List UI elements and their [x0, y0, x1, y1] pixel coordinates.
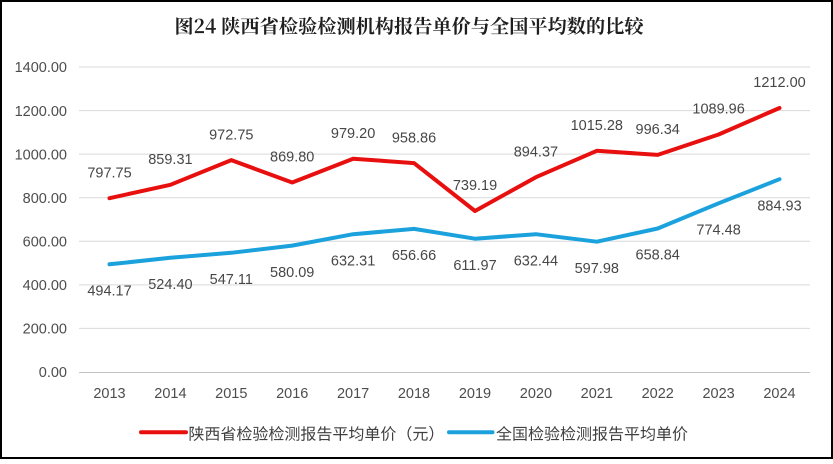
- svg-text:547.11: 547.11: [210, 272, 253, 288]
- svg-text:632.44: 632.44: [514, 253, 558, 269]
- svg-text:739.19: 739.19: [453, 178, 497, 194]
- svg-text:597.98: 597.98: [575, 261, 619, 277]
- svg-text:400.00: 400.00: [23, 278, 67, 294]
- svg-text:611.97: 611.97: [453, 258, 496, 274]
- svg-text:774.48: 774.48: [696, 223, 740, 239]
- svg-text:869.80: 869.80: [270, 150, 314, 166]
- svg-text:2022: 2022: [642, 386, 674, 402]
- svg-text:1089.96: 1089.96: [692, 102, 744, 118]
- svg-text:494.17: 494.17: [87, 284, 131, 300]
- svg-text:2013: 2013: [93, 386, 125, 402]
- svg-text:2015: 2015: [215, 386, 247, 402]
- svg-text:996.34: 996.34: [636, 122, 680, 138]
- svg-text:2024: 2024: [763, 386, 795, 402]
- svg-text:972.75: 972.75: [209, 127, 253, 143]
- svg-text:2018: 2018: [398, 386, 430, 402]
- svg-text:658.84: 658.84: [636, 248, 680, 264]
- svg-text:2014: 2014: [154, 386, 186, 402]
- svg-text:2016: 2016: [276, 386, 308, 402]
- svg-text:800.00: 800.00: [23, 191, 67, 207]
- svg-text:1200.00: 1200.00: [15, 104, 67, 120]
- svg-text:958.86: 958.86: [392, 130, 436, 146]
- svg-text:884.93: 884.93: [757, 198, 801, 214]
- svg-text:2021: 2021: [581, 386, 613, 402]
- svg-text:2020: 2020: [520, 386, 552, 402]
- svg-text:979.20: 979.20: [331, 126, 375, 142]
- svg-text:2023: 2023: [702, 386, 734, 402]
- svg-text:0.00: 0.00: [39, 365, 67, 381]
- svg-text:1015.28: 1015.28: [571, 118, 623, 134]
- svg-text:894.37: 894.37: [514, 144, 558, 160]
- svg-text:1400.00: 1400.00: [15, 60, 67, 76]
- svg-text:656.66: 656.66: [392, 248, 436, 264]
- svg-text:524.40: 524.40: [148, 277, 192, 293]
- svg-text:2017: 2017: [337, 386, 369, 402]
- svg-text:1000.00: 1000.00: [15, 147, 67, 163]
- svg-text:632.31: 632.31: [331, 253, 375, 269]
- svg-text:859.31: 859.31: [148, 152, 192, 168]
- svg-text:200.00: 200.00: [23, 322, 67, 338]
- svg-text:1212.00: 1212.00: [753, 75, 805, 91]
- svg-text:797.75: 797.75: [87, 165, 131, 181]
- svg-text:580.09: 580.09: [270, 265, 314, 281]
- svg-text:600.00: 600.00: [23, 235, 67, 251]
- svg-text:2019: 2019: [459, 386, 491, 402]
